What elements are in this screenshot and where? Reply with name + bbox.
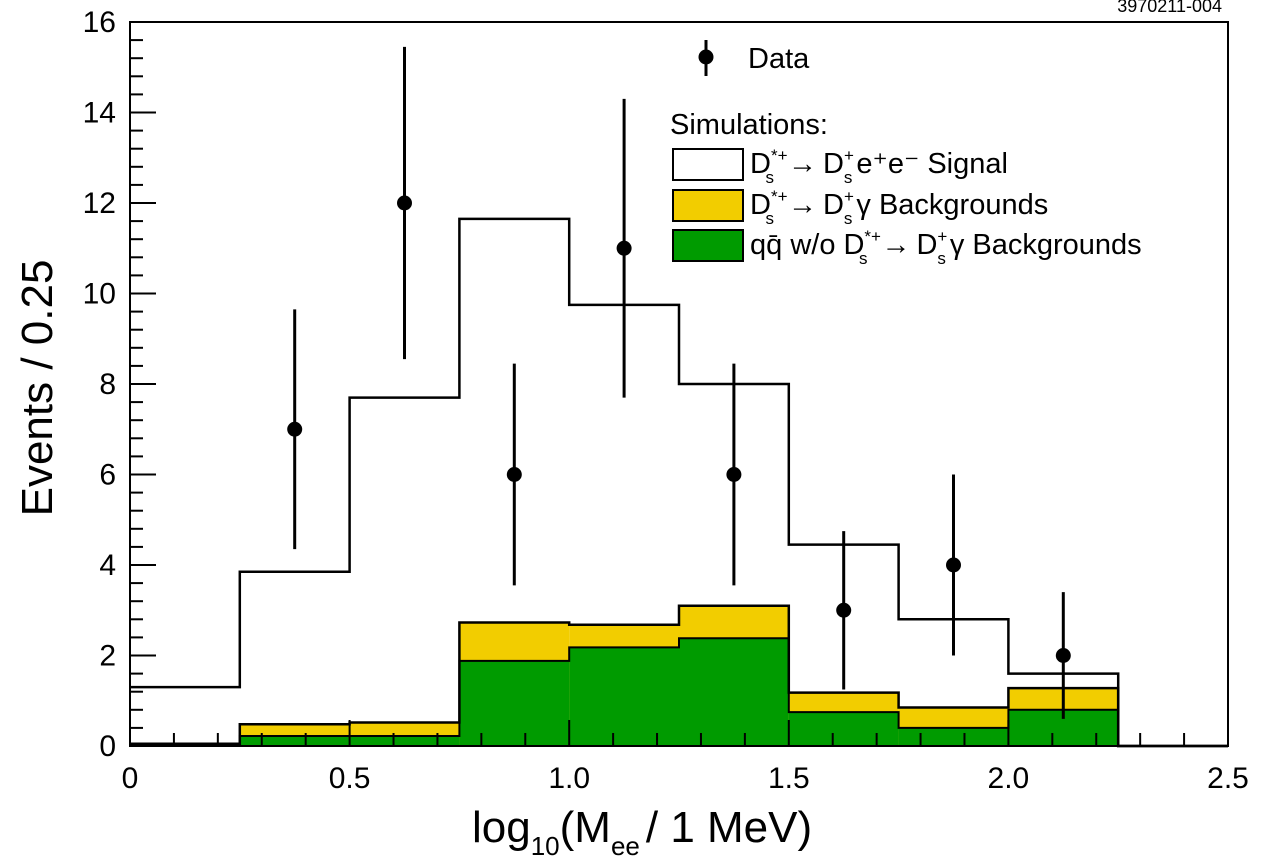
y-tick-label: 4 <box>99 549 116 582</box>
legend-signal-label: D*+ s → D+ s e⁺e⁻ Signal <box>750 146 1008 187</box>
qq-bar <box>898 727 1009 746</box>
data-point <box>726 467 742 482</box>
qq-bar <box>349 736 460 746</box>
x-title-log: log <box>472 803 531 852</box>
y-tick-label: 8 <box>99 368 116 401</box>
y-tick-label: 16 <box>83 6 116 39</box>
x-tick-label: 0 <box>122 762 139 795</box>
data-point <box>397 195 412 211</box>
y-axis-title: Events / 0.25 <box>13 260 62 517</box>
data-points <box>287 46 1071 719</box>
legend-data-marker <box>698 49 714 65</box>
x-title-sub2: ee <box>611 831 640 861</box>
x-tick-label: 0.5 <box>329 762 371 795</box>
qq-bar <box>679 638 789 746</box>
signal-outline <box>130 217 1228 748</box>
qq-bar <box>569 647 679 746</box>
qq-bar <box>459 660 570 746</box>
axes: 0 2 4 6 8 10 12 14 16 0 0.5 1.0 1.5 2.0 2.5 <box>83 6 1249 795</box>
legend-sim-header: Simulations: <box>670 109 828 141</box>
data-point <box>946 557 961 573</box>
y-tick-label: 10 <box>83 278 116 311</box>
data-point <box>287 421 303 437</box>
data-point <box>506 467 522 482</box>
y-tick-label: 14 <box>83 97 116 130</box>
y-tick-label: 0 <box>99 730 116 763</box>
x-title-paren: (M <box>560 803 611 852</box>
x-tick-label: 2.0 <box>988 762 1030 795</box>
legend-qq-swatch <box>672 229 744 262</box>
x-title-rest: / 1 MeV) <box>646 803 812 852</box>
x-tick-label: 1.5 <box>768 762 810 795</box>
y-tick-label: 12 <box>83 187 116 220</box>
x-tick-label: 1.0 <box>548 762 590 795</box>
legend: Data Simulations: D*+ s → D+ s e⁺e⁻ Signal D*… <box>670 40 1142 268</box>
background-fills <box>130 604 1228 748</box>
x-title-sub: 10 <box>531 831 560 861</box>
legend-qq-label: qq̄ w/o D*+ s → D+ s γ Backgrounds <box>750 227 1142 268</box>
data-point <box>1055 648 1071 663</box>
y-tick-label: 2 <box>99 640 116 673</box>
qq-bar <box>788 712 899 746</box>
legend-signal-swatch <box>672 148 744 181</box>
y-tick-label: 6 <box>99 459 116 492</box>
qq-bar <box>239 736 350 746</box>
data-point <box>616 240 632 256</box>
legend-bkg-swatch <box>672 189 744 222</box>
signal-histogram <box>130 217 1228 748</box>
legend-bkg-label: D*+ s → D+ s γ Backgrounds <box>750 187 1048 228</box>
x-tick-label: 2.5 <box>1207 762 1249 795</box>
x-axis-title: log10(Mee/ 1 MeV) <box>472 803 812 861</box>
legend-data-label: Data <box>748 43 810 75</box>
data-point <box>836 602 852 618</box>
figure-id: 3970211-004 <box>1117 0 1222 16</box>
